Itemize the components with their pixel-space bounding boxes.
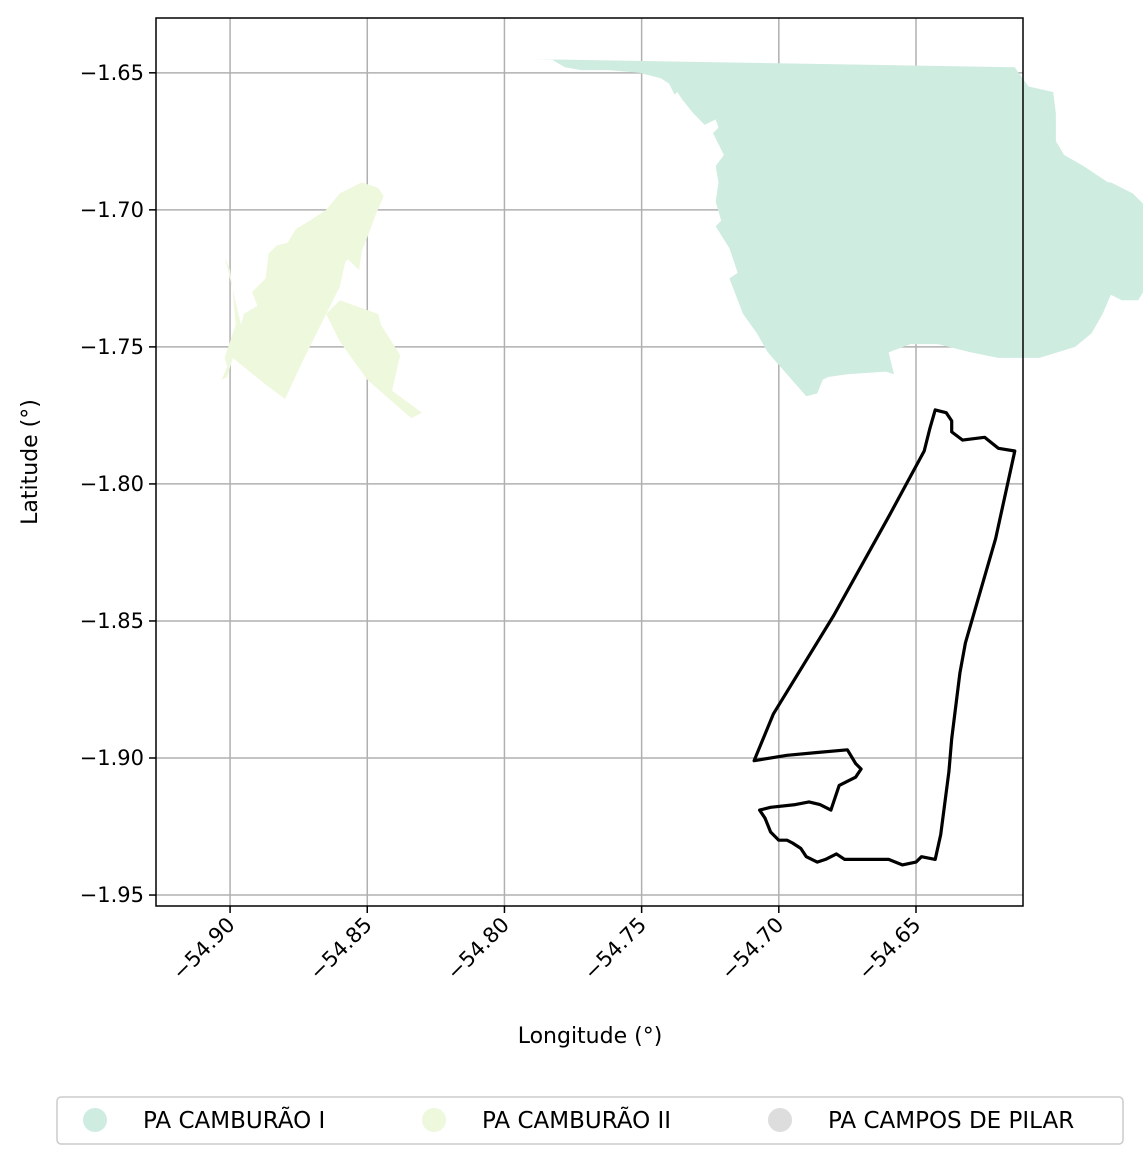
y-axis-label: Latitude (°) (18, 399, 43, 525)
y-tick-label: −1.85 (80, 609, 144, 633)
x-axis: −54.90 −54.85 −54.80 −54.75 −54.70 −54.65 (168, 906, 926, 984)
legend-marker-camburao-i (83, 1108, 107, 1132)
legend: PA CAMBURÃO I PA CAMBURÃO II PA CAMPOS D… (56, 1096, 1124, 1145)
legend-frame (56, 1096, 1124, 1145)
region-polygon (326, 300, 423, 419)
legend-marker-campos-de-pilar (768, 1108, 792, 1132)
x-tick-label: −54.85 (305, 913, 377, 985)
x-tick-label: −54.75 (579, 913, 651, 985)
legend-label-camburao-ii: PA CAMBURÃO II (482, 1106, 671, 1134)
outline-layer (752, 408, 1017, 867)
y-tick-label: −1.75 (80, 335, 144, 359)
y-tick-label: −1.80 (80, 472, 144, 496)
x-axis-label: Longitude (°) (518, 1024, 663, 1049)
x-tick-label: −54.80 (442, 913, 514, 985)
y-tick-label: −1.65 (80, 61, 144, 85)
y-tick-label: −1.90 (80, 746, 144, 770)
plot-frame (155, 17, 1024, 907)
region-polygon (534, 59, 1143, 397)
region-polygon (210, 182, 384, 399)
y-tick-label: −1.95 (80, 883, 144, 907)
x-tick-label: −54.90 (168, 913, 240, 985)
y-tick-label: −1.70 (80, 198, 144, 222)
legend-marker-camburao-ii (422, 1108, 446, 1132)
legend-label-camburao-i: PA CAMBURÃO I (143, 1106, 325, 1134)
x-tick-label: −54.65 (854, 913, 926, 985)
legend-label-campos-de-pilar: PA CAMPOS DE PILAR (828, 1108, 1074, 1134)
y-axis: −1.65 −1.70 −1.75 −1.80 −1.85 −1.90 −1.95 (80, 61, 156, 907)
outline-polygon (752, 408, 1017, 867)
x-tick-label: −54.70 (716, 913, 788, 985)
region-layer (210, 59, 1143, 419)
